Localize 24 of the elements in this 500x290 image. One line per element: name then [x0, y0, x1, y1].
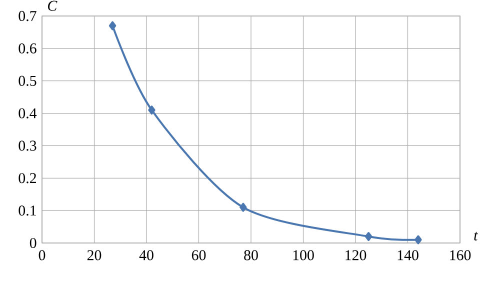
y-tick-label: 0.5 — [18, 76, 36, 86]
x-axis-title: t — [474, 232, 478, 240]
y-tick-label: 0.7 — [18, 10, 36, 22]
y-axis-title: C — [48, 0, 58, 11]
x-tick-label: 60 — [192, 250, 206, 260]
x-tick-label: 140 — [398, 250, 418, 260]
x-tick-label: 100 — [293, 250, 314, 260]
x-tick-label: 120 — [346, 250, 366, 260]
x-tick-label: 160 — [450, 250, 471, 260]
y-tick-label: 0.1 — [18, 205, 36, 216]
x-tick-label: 20 — [87, 250, 102, 260]
y-tick-label: 0.6 — [18, 43, 36, 54]
x-tick-label: 80 — [244, 250, 258, 260]
y-tick-label: 0.4 — [18, 108, 37, 118]
point — [240, 202, 247, 212]
x-tick-label: 0 — [38, 250, 46, 260]
point — [148, 106, 156, 115]
point — [364, 232, 372, 241]
x-tick-label: 40 — [139, 250, 154, 260]
y-tick-label: 0.2 — [18, 173, 36, 184]
y-tick-label: 0 — [30, 238, 36, 248]
point — [414, 235, 422, 244]
point — [108, 21, 116, 30]
y-tick-label: 0.3 — [18, 140, 36, 151]
